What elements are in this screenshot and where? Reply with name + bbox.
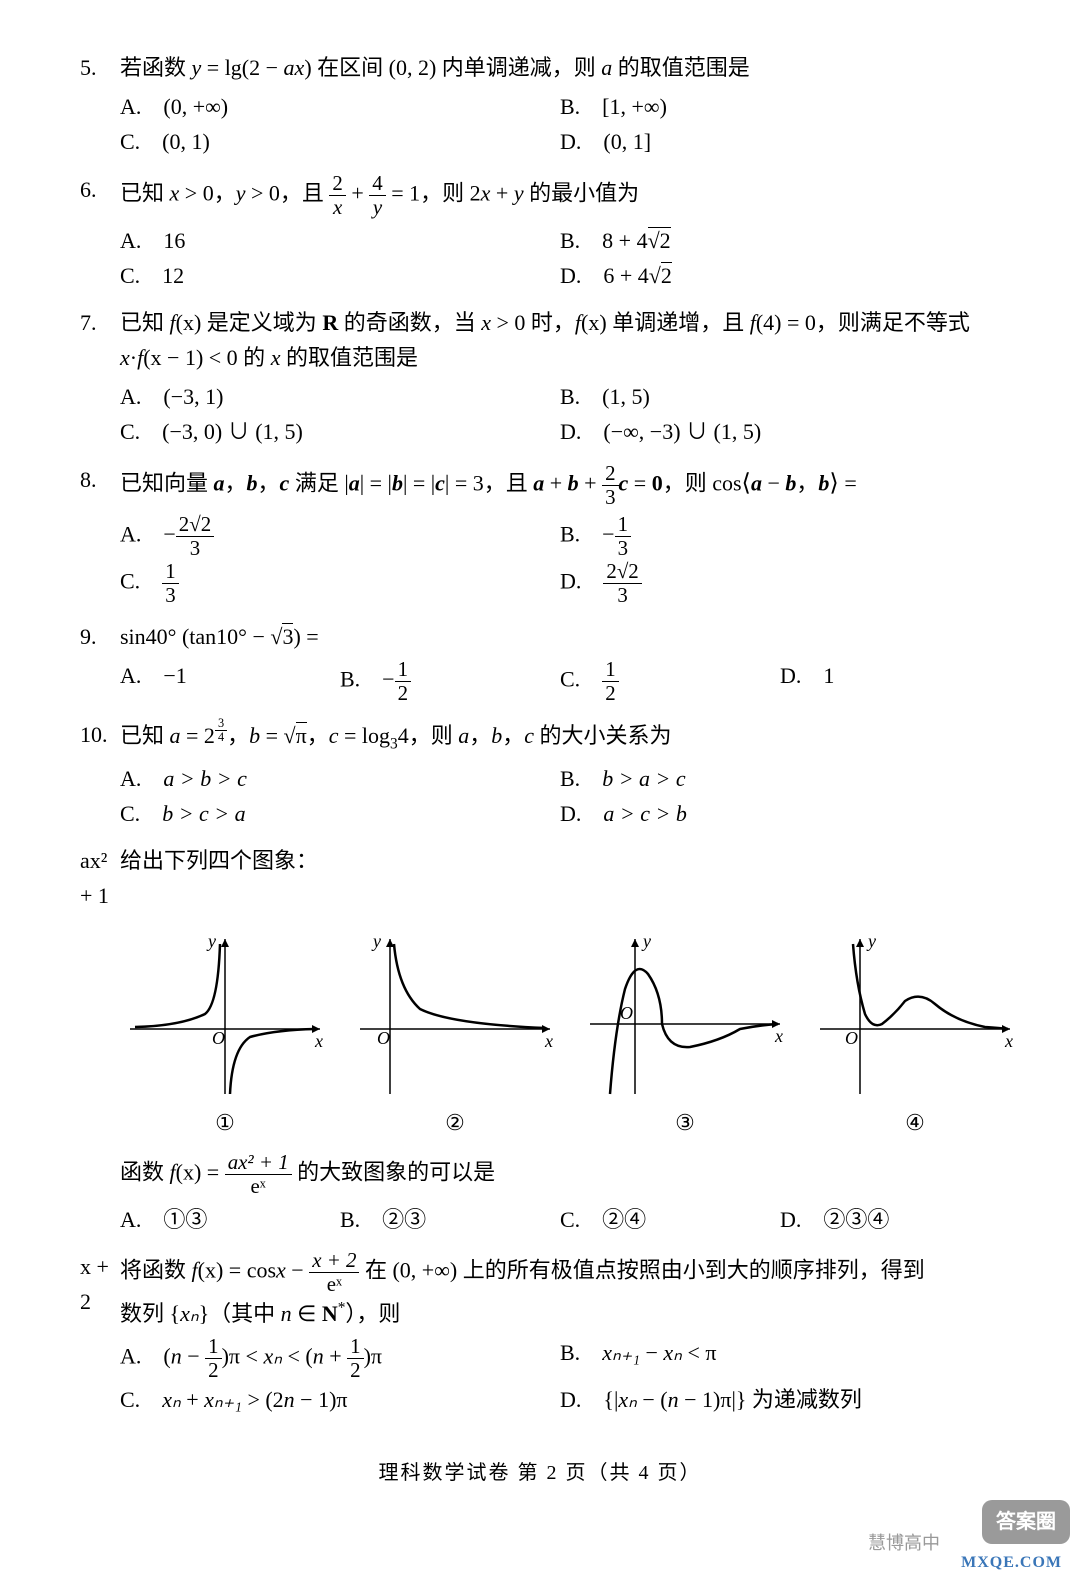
q12-num: x + 2 (80, 1249, 120, 1319)
watermark: 答案圈 MXQE.COM (953, 1500, 1070, 1578)
q11-opt-d: D. ②③④ (780, 1202, 1000, 1237)
q6-opt-b: B. 8 + 4√2 (560, 223, 1000, 258)
svg-text:y: y (206, 931, 216, 951)
svg-text:y: y (371, 931, 381, 951)
q5-num: 5. (80, 50, 120, 85)
q6-num: 6. (80, 172, 120, 207)
q8-num: 8. (80, 462, 120, 497)
page-footer: 理科数学试卷 第 2 页（共 4 页） (80, 1457, 1000, 1489)
svg-text:x: x (1004, 1031, 1013, 1051)
svg-text:x: x (544, 1031, 553, 1051)
q9-text: sin40° (tan10° − √3) = (120, 619, 1000, 654)
q12-text: 将函数 f(x) = cosx − x + 2eˣ 在 (0, +∞) 上的所有… (120, 1249, 1000, 1331)
q11-graphs: O x y ① O x y ② (120, 929, 1000, 1140)
q9-opt-d: D. 1 (780, 658, 1000, 705)
svg-text:O: O (845, 1028, 858, 1048)
watermark-side: 慧博高中 (868, 1529, 940, 1558)
watermark-badge: 答案圈 (982, 1500, 1070, 1544)
watermark-url: MXQE.COM (953, 1548, 1070, 1578)
q8-text: 已知向量 a，b，c 满足 |a| = |b| = |c| = 3，且 a + … (120, 462, 1000, 509)
question-11: ax² + 1 给出下列四个图象： O x y ① (80, 843, 1000, 1237)
question-5: 5. 若函数 y = lg(2 − ax) 在区间 (0, 2) 内单调递减，则… (80, 50, 1000, 160)
q6-text: 已知 x > 0，y > 0，且 2x + 4y = 1，则 2x + y 的最… (120, 172, 1000, 219)
q7-opt-b: B. (1, 5) (560, 379, 1000, 414)
q10-opt-a: A. a > b > c (120, 761, 560, 796)
svg-text:y: y (866, 931, 876, 951)
question-8: 8. 已知向量 a，b，c 满足 |a| = |b| = |c| = 3，且 a… (80, 462, 1000, 607)
q11-opt-b: B. ②③ (340, 1202, 560, 1237)
q8-opt-d: D. 2√23 (560, 560, 1000, 607)
q9-opt-c: C. 12 (560, 658, 780, 705)
q7-opt-c: C. (−3, 0) ∪ (1, 5) (120, 414, 560, 449)
q11-num: ax² + 1 (80, 843, 120, 913)
q5-opt-c: C. (0, 1) (120, 124, 560, 159)
q11-func: 函数 f(x) = ax² + 1eˣ 的大致图象的可以是 (80, 1151, 1000, 1198)
q8-opt-a: A. −2√23 (120, 513, 560, 560)
graph-1: O x y ① (120, 929, 330, 1140)
graph-4: O x y ④ (810, 929, 1020, 1140)
q9-opt-b: B. −12 (340, 658, 560, 705)
question-7: 7. 已知 f(x) 是定义域为 R 的奇函数，当 x > 0 时，f(x) 单… (80, 305, 1000, 450)
q12-opt-a: A. (n − 12)π < xₙ < (n + 12)π (120, 1335, 560, 1382)
q10-opt-b: B. b > a > c (560, 761, 1000, 796)
q5-opt-a: A. (0, +∞) (120, 89, 560, 124)
q10-num: 10. (80, 717, 120, 752)
q6-opt-a: A. 16 (120, 223, 560, 258)
svg-text:O: O (212, 1028, 225, 1048)
svg-text:x: x (314, 1031, 323, 1051)
q7-num: 7. (80, 305, 120, 340)
q7-opt-a: A. (−3, 1) (120, 379, 560, 414)
q7-opt-d: D. (−∞, −3) ∪ (1, 5) (560, 414, 1000, 449)
q9-num: 9. (80, 619, 120, 654)
q11-opt-a: A. ①③ (120, 1202, 340, 1237)
svg-text:y: y (641, 931, 651, 951)
q8-opt-c: C. 13 (120, 560, 560, 607)
q5-opt-b: B. [1, +∞) (560, 89, 1000, 124)
question-10: 10. 已知 a = 234，b = √π，c = log34，则 a，b，c … (80, 717, 1000, 831)
q5-text: 若函数 y = lg(2 − ax) 在区间 (0, 2) 内单调递减，则 a … (120, 50, 1000, 85)
q10-opt-c: C. b > c > a (120, 796, 560, 831)
q10-text: 已知 a = 234，b = √π，c = log34，则 a，b，c 的大小关… (120, 717, 1000, 757)
q10-opt-d: D. a > c > b (560, 796, 1000, 831)
q9-opt-a: A. −1 (120, 658, 340, 705)
q12-opt-b: B. xₙ₊₁ − xₙ < π (560, 1335, 1000, 1382)
graph-2: O x y ② (350, 929, 560, 1140)
graph-3: O x y ③ (580, 929, 790, 1140)
q6-opt-d: D. 6 + 4√2 (560, 258, 1000, 293)
question-6: 6. 已知 x > 0，y > 0，且 2x + 4y = 1，则 2x + y… (80, 172, 1000, 293)
question-12: x + 2 将函数 f(x) = cosx − x + 2eˣ 在 (0, +∞… (80, 1249, 1000, 1417)
q12-opt-c: C. xₙ + xₙ₊₁ > (2n − 1)π (120, 1382, 560, 1417)
q12-opt-d: D. {|xₙ − (n − 1)π|} 为递减数列 (560, 1382, 1000, 1417)
svg-text:x: x (774, 1026, 783, 1046)
q7-text: 已知 f(x) 是定义域为 R 的奇函数，当 x > 0 时，f(x) 单调递增… (120, 305, 1000, 375)
svg-text:O: O (377, 1028, 390, 1048)
q6-opt-c: C. 12 (120, 258, 560, 293)
q11-text: 给出下列四个图象： (120, 843, 1000, 878)
question-9: 9. sin40° (tan10° − √3) = A. −1 B. −12 C… (80, 619, 1000, 705)
q11-opt-c: C. ②④ (560, 1202, 780, 1237)
q5-opt-d: D. (0, 1] (560, 124, 1000, 159)
q8-opt-b: B. −13 (560, 513, 1000, 560)
